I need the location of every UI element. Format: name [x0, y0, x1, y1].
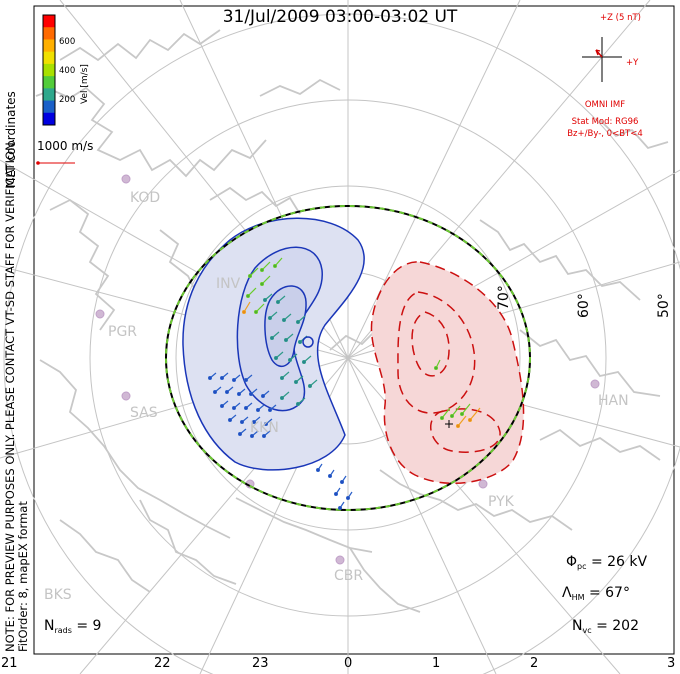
velocity-vectors — [208, 257, 481, 511]
radar-label-pgr: PGR — [108, 324, 138, 340]
imf-source: OMNI IMF — [584, 100, 626, 110]
negative-cell — [182, 217, 365, 471]
cell-minimum — [302, 336, 314, 348]
colorbar-tick-400: 400 — [59, 66, 76, 76]
colorbar-segment — [43, 63, 55, 77]
imf-z-label: +Z (5 nT) — [600, 13, 641, 23]
lat-label-60: 60° — [576, 293, 592, 318]
mlt-tick-1: 1 — [432, 656, 441, 671]
hm-latitude: ΛHM = 67° — [562, 585, 630, 602]
colorbar-title: Vel [m/s] — [80, 64, 90, 104]
scale-vector — [36, 161, 75, 165]
colorbar-border — [42, 14, 56, 126]
radar-label-han: HAN — [598, 393, 629, 409]
lat-label-50: 50° — [656, 293, 672, 318]
imf-dial — [582, 37, 622, 82]
colorbar — [42, 14, 56, 126]
colorbar-segment — [43, 39, 55, 53]
colorbar-segment — [43, 15, 55, 28]
positive-cell — [370, 261, 525, 485]
mlt-tick-0: 0 — [344, 656, 353, 671]
preview-note: NOTE: FOR PREVIEW PURPOSES ONLY. PLEASE … — [3, 138, 17, 652]
colorbar-segment — [43, 88, 55, 102]
map-title: 31/Jul/2009 03:00-03:02 UT — [222, 7, 458, 27]
cross-polar-potential: Φpc = 26 kV — [566, 554, 648, 571]
colorbar-segment — [43, 51, 55, 65]
colorbar-tick-600: 600 — [59, 37, 76, 47]
radar-label-cbr: CBR — [334, 568, 364, 584]
radar-label-kod: KOD — [130, 190, 161, 206]
mlt-tick-21: 21 — [1, 656, 18, 671]
radar-label-kkn: KKN — [250, 420, 279, 436]
stat-model: Stat Mod: RG96 — [571, 117, 639, 127]
radar-label-pyk: PYK — [488, 494, 514, 510]
colorbar-segment — [43, 76, 55, 89]
mlt-tick-2: 2 — [530, 656, 539, 671]
mlt-tick-22: 22 — [154, 656, 171, 671]
colorbar-tick-200: 200 — [59, 95, 76, 105]
radar-count: Nrads = 9 — [44, 618, 102, 635]
scale-vector-label: 1000 m/s — [37, 139, 94, 153]
mlt-tick-3: 3 — [667, 656, 676, 671]
radar-label-bks: BKS — [44, 587, 72, 603]
colorbar-segment — [43, 112, 55, 126]
radar-label-inv: INV — [216, 276, 241, 292]
fit-order-label: FitOrder: 8, mapEX format — [16, 501, 30, 652]
mlt-tick-23: 23 — [252, 656, 269, 671]
vector-count: Nvc = 202 — [572, 618, 639, 635]
lat-label-70: 70° — [496, 285, 512, 310]
colorbar-segment — [43, 100, 55, 114]
hm-boundary-dash — [165, 205, 531, 511]
plot-frame — [33, 5, 675, 655]
fit-markers — [445, 420, 453, 428]
imf-condition: Bz+/By-, 0<BT<4 — [567, 129, 643, 139]
imf-y-label: +Y — [626, 58, 639, 68]
colorbar-segment — [43, 27, 55, 40]
radar-label-sas: SAS — [130, 405, 158, 421]
